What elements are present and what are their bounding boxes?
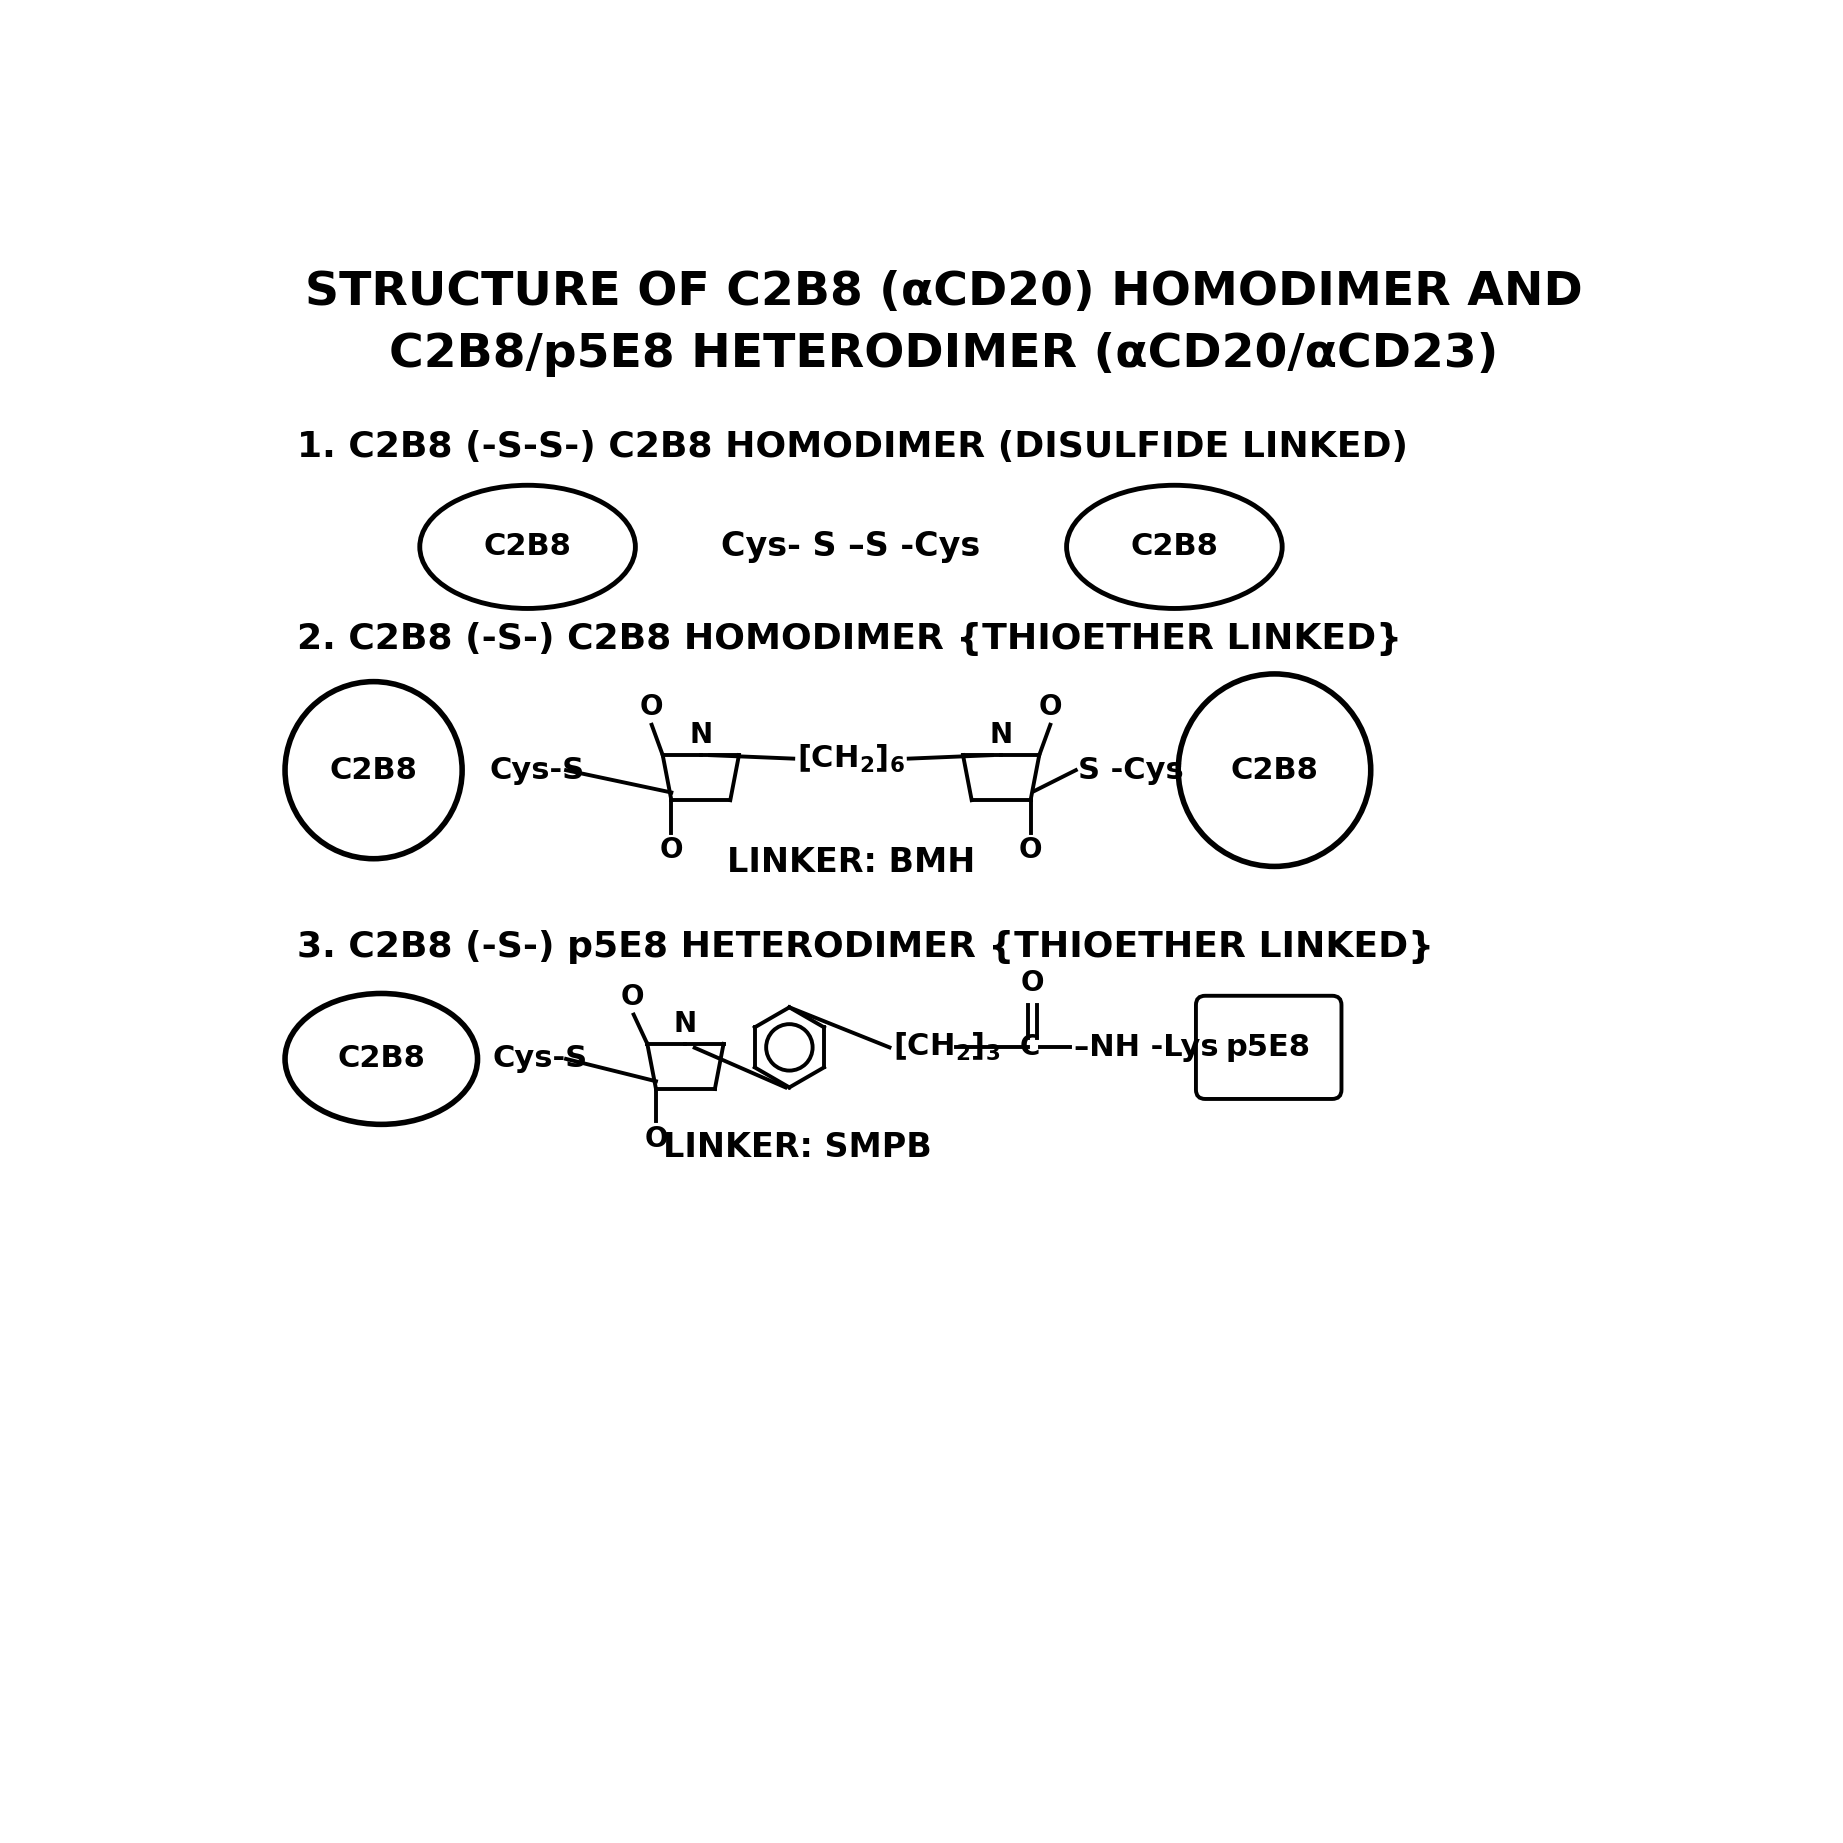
Text: 2. C2B8 (-S-) C2B8 HOMODIMER {THIOETHER LINKED}: 2. C2B8 (-S-) C2B8 HOMODIMER {THIOETHER … [297, 623, 1401, 656]
Text: N: N [675, 1010, 697, 1038]
Text: S -Cys: S -Cys [1078, 756, 1183, 785]
Text: C2B8: C2B8 [337, 1045, 426, 1073]
Text: STRUCTURE OF C2B8 (αCD20) HOMODIMER AND: STRUCTURE OF C2B8 (αCD20) HOMODIMER AND [304, 271, 1583, 315]
Text: C2B8: C2B8 [330, 756, 418, 785]
Text: O: O [621, 982, 643, 1010]
Text: O: O [660, 837, 684, 864]
Text: –NH -Lys: –NH -Lys [1074, 1032, 1218, 1062]
Text: O: O [1021, 969, 1045, 997]
Text: O: O [640, 693, 663, 721]
Text: $\mathbf{[CH_2]_3}$: $\mathbf{[CH_2]_3}$ [894, 1032, 1001, 1063]
Text: N: N [990, 721, 1012, 748]
Text: C2B8: C2B8 [1130, 533, 1218, 562]
Text: 3. C2B8 (-S-) p5E8 HETERODIMER {THIOETHER LINKED}: 3. C2B8 (-S-) p5E8 HETERODIMER {THIOETHE… [297, 931, 1434, 964]
Text: O: O [1019, 837, 1043, 864]
Text: C: C [1019, 1034, 1039, 1062]
Text: C2B8: C2B8 [483, 533, 571, 562]
Text: C2B8/p5E8 HETERODIMER (αCD20/αCD23): C2B8/p5E8 HETERODIMER (αCD20/αCD23) [389, 332, 1498, 376]
Text: O: O [1039, 693, 1062, 721]
Text: p5E8: p5E8 [1226, 1032, 1310, 1062]
Text: O: O [645, 1124, 667, 1154]
Text: LINKER: SMPB: LINKER: SMPB [663, 1132, 931, 1165]
Text: N: N [689, 721, 713, 748]
Text: $\mathbf{[CH_2]_6}$: $\mathbf{[CH_2]_6}$ [796, 743, 905, 774]
Text: Cys- S –S -Cys: Cys- S –S -Cys [721, 531, 980, 564]
Text: Cys-S: Cys-S [492, 1045, 588, 1073]
Text: LINKER: BMH: LINKER: BMH [726, 846, 975, 879]
Text: Cys-S: Cys-S [488, 756, 584, 785]
Text: C2B8: C2B8 [1231, 756, 1318, 785]
Text: 1. C2B8 (-S-S-) C2B8 HOMODIMER (DISULFIDE LINKED): 1. C2B8 (-S-S-) C2B8 HOMODIMER (DISULFID… [297, 429, 1408, 464]
